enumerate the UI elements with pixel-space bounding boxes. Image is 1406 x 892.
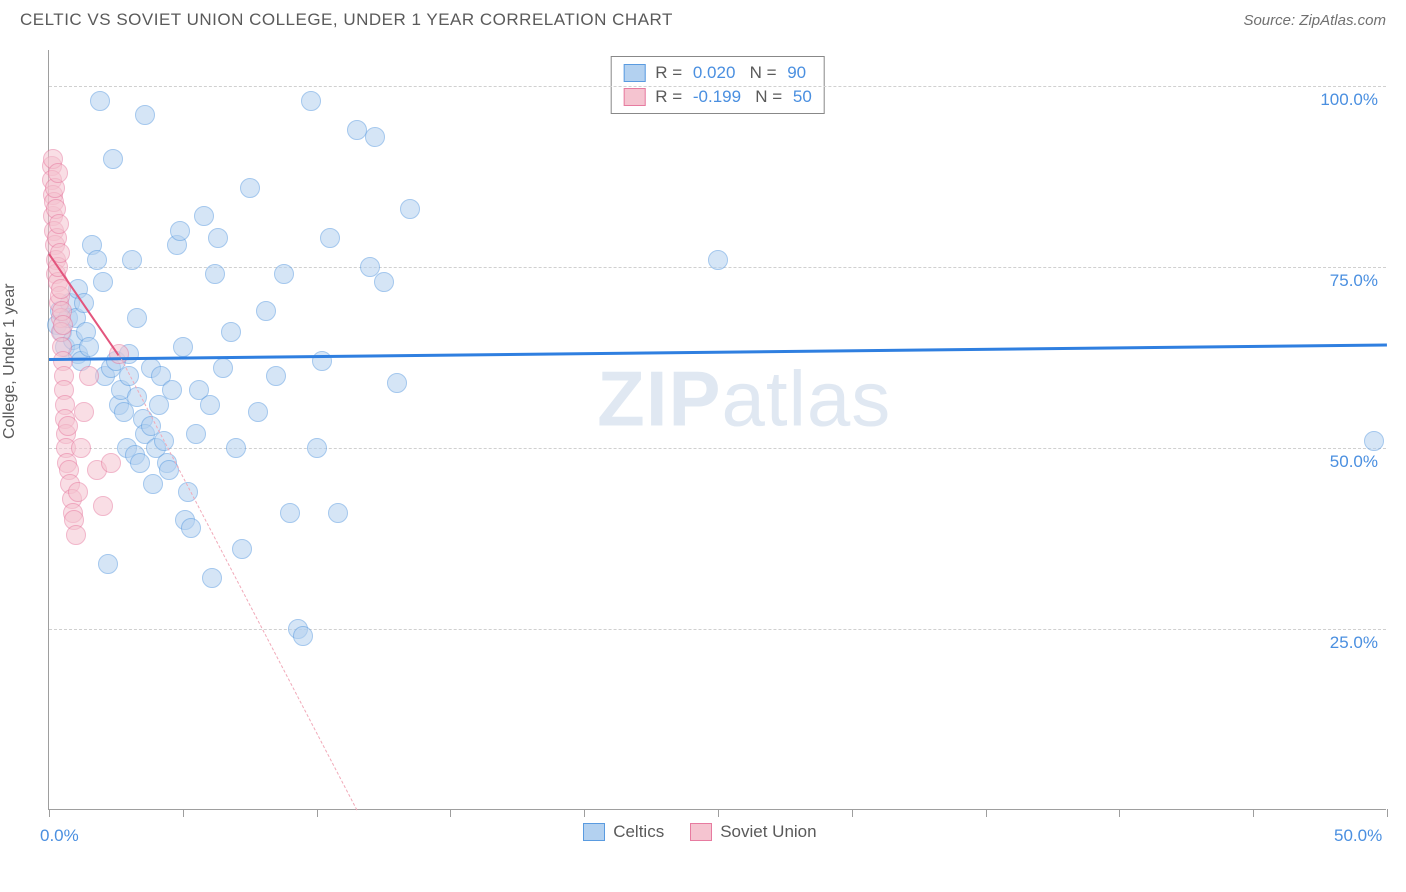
data-point <box>170 221 190 241</box>
data-point <box>135 105 155 125</box>
data-point <box>400 199 420 219</box>
x-tick-label-max: 50.0% <box>1334 826 1382 846</box>
scatter-chart: ZIPatlas R = 0.020 N = 90 R = -0.199 N = … <box>48 50 1386 810</box>
x-tick <box>718 809 719 817</box>
y-tick-label: 75.0% <box>1330 271 1378 291</box>
data-point <box>122 250 142 270</box>
data-point <box>213 358 233 378</box>
data-point <box>186 424 206 444</box>
x-tick <box>183 809 184 817</box>
series-legend: Celtics Soviet Union <box>583 822 816 842</box>
data-point <box>90 91 110 111</box>
data-point <box>232 539 252 559</box>
data-point <box>49 214 69 234</box>
data-point <box>173 337 193 357</box>
gridline <box>49 448 1386 449</box>
data-point <box>320 228 340 248</box>
legend-swatch <box>690 823 712 841</box>
data-point <box>248 402 268 422</box>
correlation-legend: R = 0.020 N = 90 R = -0.199 N = 50 <box>610 56 825 114</box>
data-point <box>103 149 123 169</box>
data-point <box>266 366 286 386</box>
x-tick <box>450 809 451 817</box>
data-point <box>66 525 86 545</box>
data-point <box>87 250 107 270</box>
legend-row: R = -0.199 N = 50 <box>623 85 812 109</box>
data-point <box>1364 431 1384 451</box>
chart-header: CELTIC VS SOVIET UNION COLLEGE, UNDER 1 … <box>0 0 1406 36</box>
y-tick-label: 25.0% <box>1330 633 1378 653</box>
gridline <box>49 629 1386 630</box>
legend-swatch <box>623 64 645 82</box>
data-point <box>79 366 99 386</box>
data-point <box>71 438 91 458</box>
data-point <box>256 301 276 321</box>
data-point <box>226 438 246 458</box>
legend-label: Celtics <box>613 822 664 842</box>
x-tick <box>317 809 318 817</box>
x-tick-label-min: 0.0% <box>40 826 79 846</box>
legend-label: Soviet Union <box>720 822 816 842</box>
data-point <box>93 496 113 516</box>
data-point <box>280 503 300 523</box>
data-point <box>200 395 220 415</box>
data-point <box>98 554 118 574</box>
data-point <box>301 91 321 111</box>
x-tick <box>986 809 987 817</box>
data-point <box>194 206 214 226</box>
x-tick <box>1387 809 1388 817</box>
data-point <box>387 373 407 393</box>
legend-item: Soviet Union <box>690 822 816 842</box>
trend-line <box>49 343 1387 360</box>
data-point <box>181 518 201 538</box>
x-tick <box>1253 809 1254 817</box>
data-point <box>708 250 728 270</box>
data-point <box>101 453 121 473</box>
data-point <box>79 337 99 357</box>
data-point <box>307 438 327 458</box>
legend-text: R = 0.020 N = 90 <box>655 63 806 83</box>
data-point <box>205 264 225 284</box>
y-tick-label: 100.0% <box>1320 90 1378 110</box>
data-point <box>274 264 294 284</box>
x-tick <box>1119 809 1120 817</box>
data-point <box>58 416 78 436</box>
watermark: ZIPatlas <box>597 354 891 445</box>
trend-line-extension <box>118 354 357 810</box>
legend-text: R = -0.199 N = 50 <box>655 87 812 107</box>
x-tick <box>584 809 585 817</box>
data-point <box>48 163 68 183</box>
x-tick <box>852 809 853 817</box>
data-point <box>293 626 313 646</box>
legend-item: Celtics <box>583 822 664 842</box>
data-point <box>93 272 113 292</box>
data-point <box>328 503 348 523</box>
data-point <box>68 482 88 502</box>
data-point <box>347 120 367 140</box>
data-point <box>365 127 385 147</box>
data-point <box>143 474 163 494</box>
data-point <box>240 178 260 198</box>
source-label: Source: ZipAtlas.com <box>1243 12 1386 29</box>
data-point <box>202 568 222 588</box>
data-point <box>127 308 147 328</box>
legend-swatch <box>583 823 605 841</box>
data-point <box>208 228 228 248</box>
data-point <box>374 272 394 292</box>
x-tick <box>49 809 50 817</box>
chart-title: CELTIC VS SOVIET UNION COLLEGE, UNDER 1 … <box>20 10 673 30</box>
gridline <box>49 86 1386 87</box>
data-point <box>53 315 73 335</box>
legend-row: R = 0.020 N = 90 <box>623 61 812 85</box>
y-axis-label: College, Under 1 year <box>1 283 19 439</box>
data-point <box>162 380 182 400</box>
data-point <box>221 322 241 342</box>
legend-swatch <box>623 88 645 106</box>
data-point <box>74 402 94 422</box>
y-tick-label: 50.0% <box>1330 452 1378 472</box>
data-point <box>130 453 150 473</box>
